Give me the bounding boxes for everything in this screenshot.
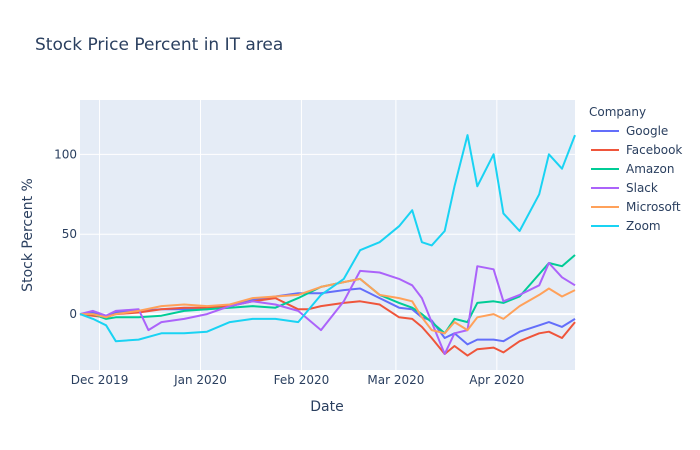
- legend-title: Company: [589, 105, 646, 119]
- legend-items[interactable]: Google Facebook Amazon Slack Microsoft Zoom: [591, 124, 682, 233]
- legend[interactable]: Company Google Facebook Amazon Slack Microso…: [589, 105, 682, 233]
- legend-label: Slack: [626, 181, 658, 195]
- plot-area: [80, 100, 575, 370]
- legend-item-google[interactable]: Google: [591, 124, 668, 138]
- x-tick-label: Feb 2020: [274, 373, 330, 387]
- x-axis-ticks: Dec 2019 Jan 2020 Feb 2020 Mar 2020 Apr 2020: [71, 373, 525, 387]
- legend-item-amazon[interactable]: Amazon: [591, 162, 675, 176]
- legend-label: Facebook: [626, 143, 682, 157]
- legend-label: Google: [626, 124, 668, 138]
- x-axis-title: Date: [310, 399, 343, 415]
- chart-title: Stock Price Percent in IT area: [35, 35, 283, 55]
- series-line-facebook: [79, 297, 576, 357]
- legend-item-slack[interactable]: Slack: [591, 181, 658, 195]
- series-lines: [79, 134, 576, 357]
- y-axis-ticks: 0 50 100: [54, 147, 77, 321]
- legend-label: Amazon: [626, 162, 675, 176]
- y-tick-label: 50: [62, 227, 77, 241]
- x-tick-label: Mar 2020: [367, 373, 424, 387]
- series-line-slack: [79, 262, 576, 355]
- series-line-microsoft: [80, 277, 576, 335]
- x-tick-label: Dec 2019: [71, 373, 129, 387]
- series-line-zoom: [79, 134, 576, 343]
- x-tick-label: Jan 2020: [173, 373, 227, 387]
- legend-label: Zoom: [626, 219, 661, 233]
- legend-label: Microsoft: [626, 200, 681, 214]
- legend-item-zoom[interactable]: Zoom: [591, 219, 661, 233]
- y-tick-label: 0: [69, 307, 77, 321]
- y-tick-label: 100: [54, 147, 77, 161]
- legend-item-facebook[interactable]: Facebook: [591, 143, 682, 157]
- y-axis-title: Stock Percent %: [20, 178, 36, 292]
- x-tick-label: Apr 2020: [469, 373, 524, 387]
- legend-item-microsoft[interactable]: Microsoft: [591, 200, 681, 214]
